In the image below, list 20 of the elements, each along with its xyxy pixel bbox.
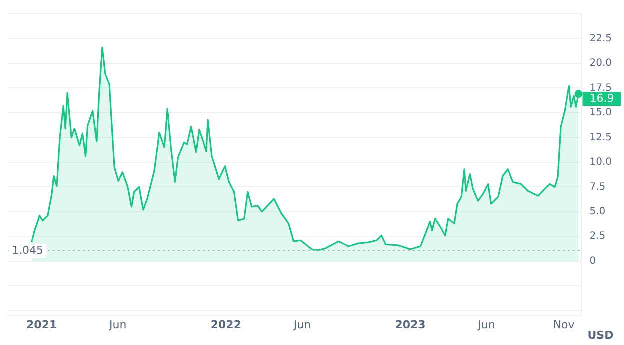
x-tick-label: 2021 [26, 318, 58, 332]
x-tick-label: 2022 [210, 318, 242, 332]
y-tick-label: 17.5 [590, 82, 612, 94]
x-tick-label: Jun [292, 318, 312, 332]
y-tick-label: 10.0 [590, 157, 612, 168]
x-tick-label: Jun [108, 318, 127, 332]
y-tick-label: 7.5 [590, 182, 606, 193]
y-tick-label: 5.0 [590, 206, 606, 218]
y-tick-label: 15.0 [590, 108, 612, 119]
y-tick-label: 12.5 [590, 132, 612, 144]
y-tick-label: 22.5 [590, 33, 612, 44]
y-axis-title: USD [588, 328, 614, 342]
annotation: 16.9 [590, 92, 614, 106]
x-tick-label: Nov [553, 318, 576, 332]
y-tick-label: 20.0 [590, 58, 612, 70]
ref-line-label: 1.045 [12, 244, 44, 257]
x-tick-label: 2023 [395, 318, 426, 332]
x-tick-label: Jun [477, 318, 496, 332]
y-tick-label: 0 [590, 256, 596, 267]
y-tick-label: 2.5 [590, 231, 606, 242]
